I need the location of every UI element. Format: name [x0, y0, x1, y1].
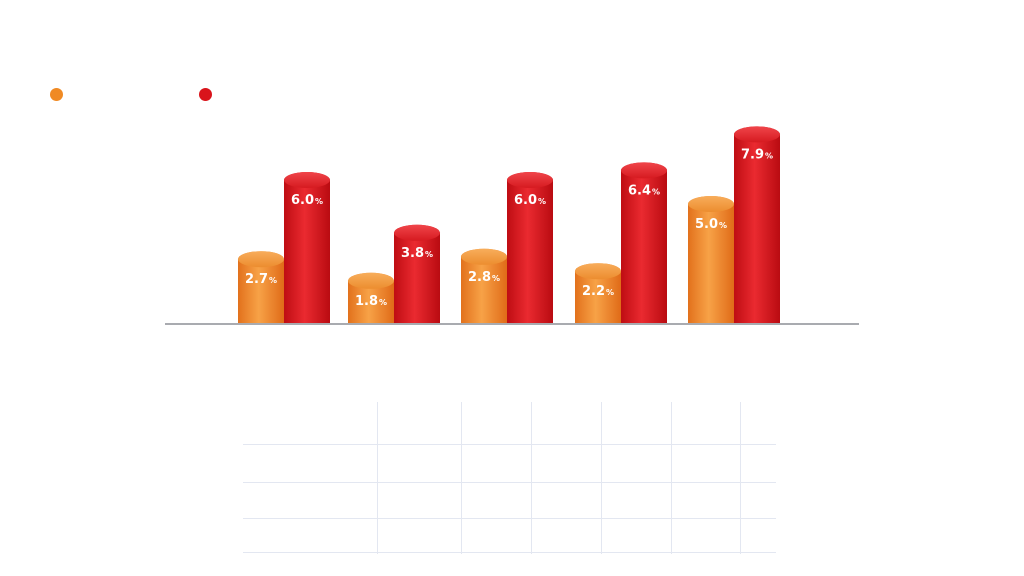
bar-cap: [575, 263, 621, 280]
bar-cap: [238, 251, 284, 268]
bar-cap: [621, 162, 667, 179]
grid-line: [461, 402, 462, 554]
bar-orange-5: 5.0%: [688, 196, 734, 324]
bar-red-2: 3.8%: [394, 224, 440, 324]
data-label: 7.9%: [741, 147, 773, 162]
bar-orange-2: 1.8%: [348, 272, 394, 324]
data-label: 1.8%: [355, 294, 387, 309]
bar-red-1: 6.0%: [284, 172, 330, 324]
bar-body: [238, 251, 284, 324]
legend-dot-orange: [50, 87, 63, 101]
data-label: 2.2%: [582, 284, 614, 299]
bar-cap: [394, 224, 440, 241]
data-label: 5.0%: [695, 217, 727, 232]
bar-cap: [688, 196, 734, 212]
grid-line: [740, 402, 741, 554]
legend: [0, 0, 1024, 120]
grid-line: [531, 402, 532, 554]
grid-line: [243, 444, 776, 445]
bar-body: [621, 162, 667, 324]
bar-body: [507, 172, 553, 324]
grid-line: [243, 482, 776, 483]
bar-red-3: 6.0%: [507, 172, 553, 324]
bar-body: [575, 263, 621, 324]
data-label: 6.0%: [291, 193, 323, 208]
data-label: 6.4%: [628, 183, 660, 198]
bar-orange-4: 2.2%: [575, 263, 621, 324]
bar-body: [394, 224, 440, 324]
bar-orange-3: 2.8%: [461, 248, 507, 324]
empty-grid: [243, 402, 776, 554]
bar-cap: [284, 172, 330, 188]
grid-line: [243, 518, 776, 519]
data-label: 2.7%: [245, 272, 277, 287]
bar-cap: [734, 126, 780, 143]
bar-cap: [461, 248, 507, 265]
legend-item-orange: [50, 86, 71, 102]
grid-line: [671, 402, 672, 554]
data-label: 3.8%: [401, 246, 433, 261]
bar-body: [734, 126, 780, 324]
grid-line: [243, 552, 776, 553]
bar-red-4: 6.4%: [621, 162, 667, 324]
bar-cap: [507, 172, 553, 188]
bar-body: [284, 172, 330, 324]
grid-line: [377, 402, 378, 554]
grid-line: [601, 402, 602, 554]
bar-orange-1: 2.7%: [238, 251, 284, 324]
data-label: 2.8%: [468, 270, 500, 285]
legend-item-red: [199, 86, 220, 102]
bar-cap: [348, 272, 394, 289]
bar-body: [688, 196, 734, 324]
bar-red-5: 7.9%: [734, 126, 780, 324]
legend-dot-red: [199, 87, 212, 101]
bar-body: [461, 248, 507, 324]
data-label: 6.0%: [514, 193, 546, 208]
